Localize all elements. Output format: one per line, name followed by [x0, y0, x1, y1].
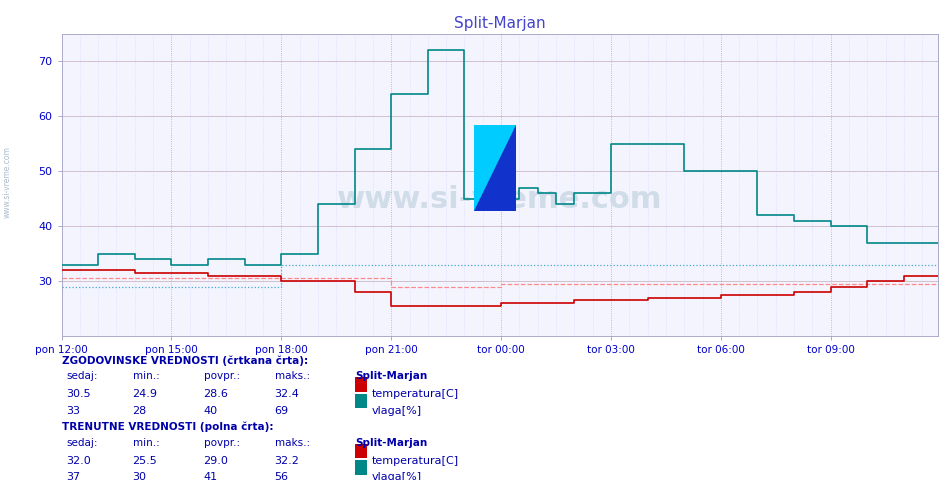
- Text: maks.:: maks.:: [275, 438, 310, 448]
- Text: 30.5: 30.5: [66, 389, 91, 399]
- Text: temperatura[C]: temperatura[C]: [372, 389, 459, 399]
- Text: 25.5: 25.5: [133, 456, 157, 466]
- Text: 32.4: 32.4: [275, 389, 299, 399]
- Text: 32.0: 32.0: [66, 456, 91, 466]
- Text: sedaj:: sedaj:: [66, 438, 98, 448]
- Text: 24.9: 24.9: [133, 389, 157, 399]
- Text: www.si-vreme.com: www.si-vreme.com: [3, 146, 12, 218]
- Polygon shape: [474, 125, 516, 211]
- Text: TRENUTNE VREDNOSTI (polna črta):: TRENUTNE VREDNOSTI (polna črta):: [62, 422, 273, 432]
- Text: 28.6: 28.6: [204, 389, 228, 399]
- Text: 29.0: 29.0: [204, 456, 228, 466]
- Bar: [474, 125, 495, 168]
- Text: 30: 30: [133, 472, 147, 480]
- Text: vlaga[%]: vlaga[%]: [372, 472, 422, 480]
- Polygon shape: [474, 125, 516, 211]
- Text: 33: 33: [66, 406, 80, 416]
- Text: 28: 28: [133, 406, 147, 416]
- Text: 32.2: 32.2: [275, 456, 299, 466]
- Text: sedaj:: sedaj:: [66, 372, 98, 381]
- Text: 37: 37: [66, 472, 80, 480]
- Text: min.:: min.:: [133, 372, 159, 381]
- Text: 40: 40: [204, 406, 218, 416]
- Text: ZGODOVINSKE VREDNOSTI (črtkana črta):: ZGODOVINSKE VREDNOSTI (črtkana črta):: [62, 355, 308, 366]
- Text: 69: 69: [275, 406, 289, 416]
- Text: www.si-vreme.com: www.si-vreme.com: [337, 185, 662, 215]
- Title: Split-Marjan: Split-Marjan: [454, 16, 545, 31]
- Text: Split-Marjan: Split-Marjan: [355, 372, 427, 381]
- Text: 56: 56: [275, 472, 289, 480]
- Text: 41: 41: [204, 472, 218, 480]
- Text: povpr.:: povpr.:: [204, 438, 240, 448]
- Text: povpr.:: povpr.:: [204, 372, 240, 381]
- Text: maks.:: maks.:: [275, 372, 310, 381]
- Text: temperatura[C]: temperatura[C]: [372, 456, 459, 466]
- Text: vlaga[%]: vlaga[%]: [372, 406, 422, 416]
- Text: Split-Marjan: Split-Marjan: [355, 438, 427, 448]
- Text: min.:: min.:: [133, 438, 159, 448]
